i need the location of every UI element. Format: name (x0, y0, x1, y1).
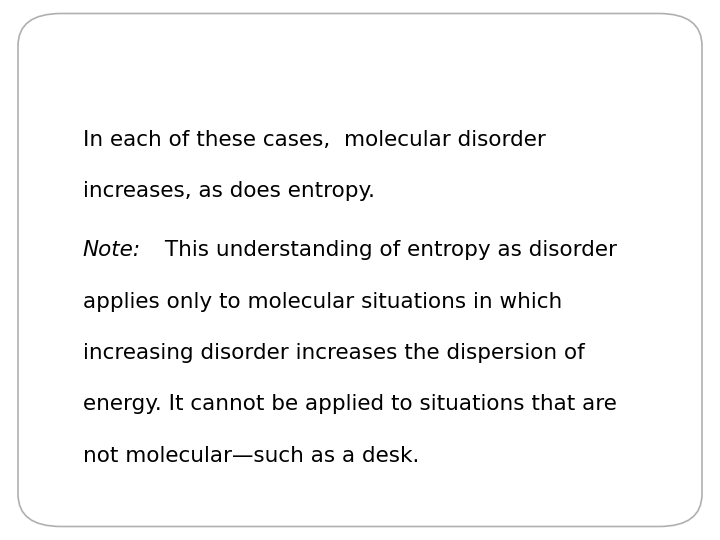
Text: not molecular—such as a desk.: not molecular—such as a desk. (83, 446, 419, 465)
Text: In each of these cases,  molecular disorder: In each of these cases, molecular disord… (83, 130, 546, 150)
Text: increases, as does entropy.: increases, as does entropy. (83, 181, 375, 201)
Text: increasing disorder increases the dispersion of: increasing disorder increases the disper… (83, 343, 585, 363)
Text: Note:: Note: (83, 240, 141, 260)
Text: energy. It cannot be applied to situations that are: energy. It cannot be applied to situatio… (83, 394, 616, 414)
FancyBboxPatch shape (18, 14, 702, 526)
Text: applies only to molecular situations in which: applies only to molecular situations in … (83, 292, 562, 312)
Text: This understanding of entropy as disorder: This understanding of entropy as disorde… (158, 240, 617, 260)
